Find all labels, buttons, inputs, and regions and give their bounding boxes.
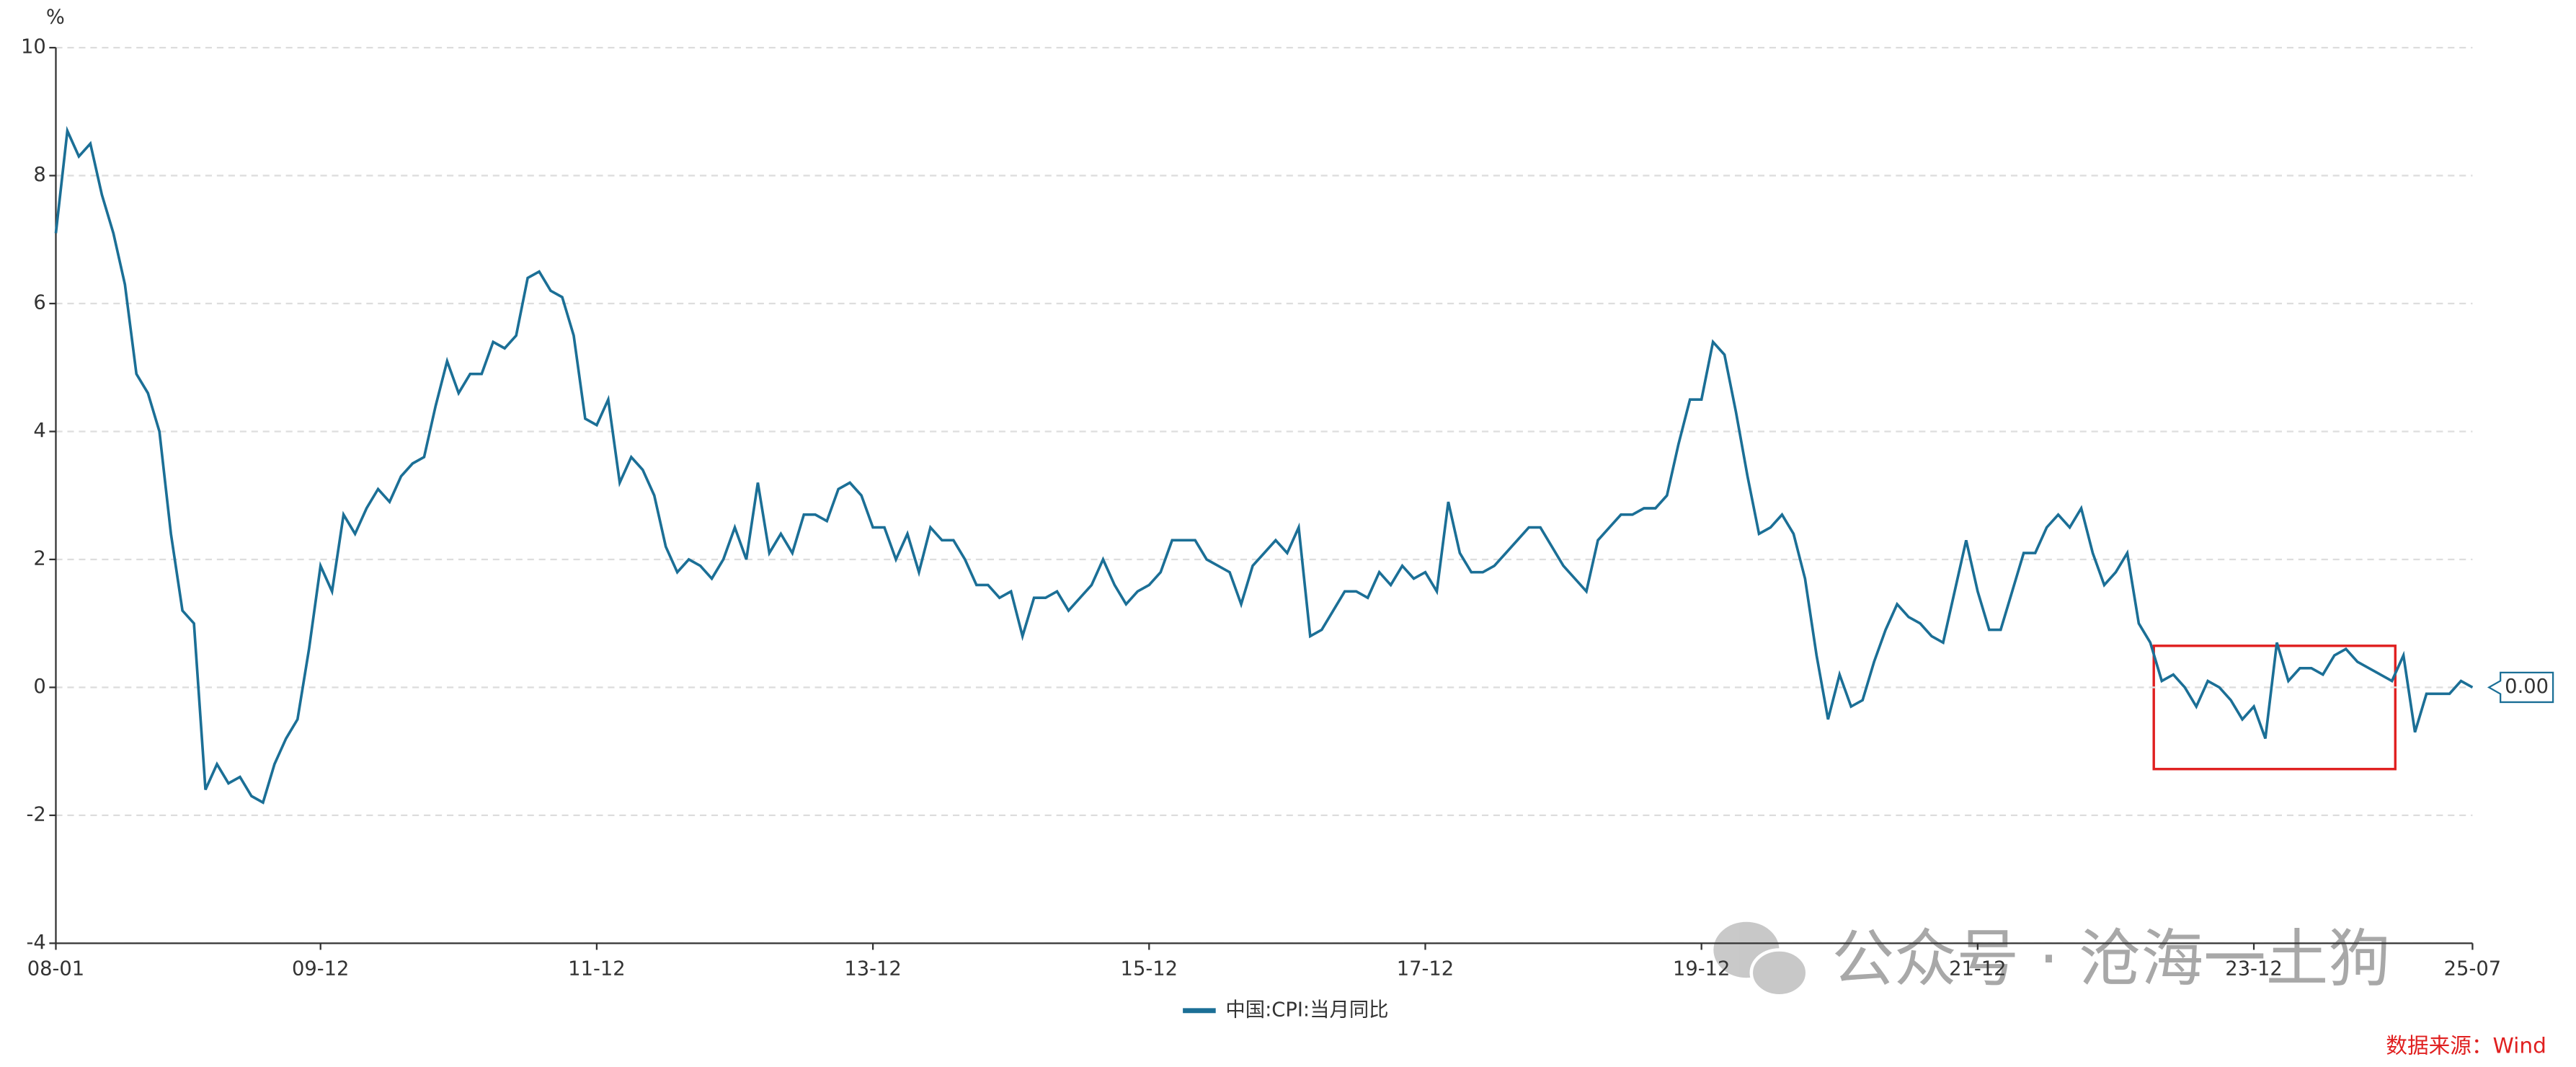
x-tick-label: 08-01 — [27, 957, 84, 980]
x-tick-label: 23-12 — [2225, 957, 2282, 980]
y-tick-label: -2 — [27, 803, 46, 825]
y-tick-label: 8 — [33, 164, 45, 186]
y-tick-label: 0 — [33, 676, 45, 698]
y-tick-label: -4 — [27, 931, 46, 954]
x-tick-label: 25-07 — [2444, 957, 2501, 980]
end-label: 0.00 — [2505, 676, 2549, 698]
highlight-box — [2152, 645, 2397, 771]
end-label-box — [2487, 671, 2554, 704]
y-tick-label: 2 — [33, 547, 45, 570]
x-tick-label: 19-12 — [1673, 957, 1730, 980]
source: 数据来源：Wind — [2386, 1032, 2546, 1058]
legend-label: 中国:CPI:当月同比 — [1225, 999, 1388, 1021]
watermark: 公众号 · 沧海一土狗 — [1831, 924, 2390, 996]
y-unit: % — [46, 6, 65, 29]
x-tick-label: 13-12 — [844, 957, 901, 980]
series-line — [54, 125, 2474, 805]
x-tick-label: 09-12 — [292, 957, 349, 980]
y-tick-label: 6 — [33, 292, 45, 314]
y-tick-label: 10 — [21, 36, 46, 58]
y-tick-label: 4 — [33, 420, 45, 442]
x-tick-label: 15-12 — [1121, 957, 1178, 980]
x-tick-label: 21-12 — [1949, 957, 2006, 980]
x-tick-label: 11-12 — [568, 957, 625, 980]
x-tick-label: 17-12 — [1397, 957, 1454, 980]
watermark-icon — [1713, 921, 1809, 998]
